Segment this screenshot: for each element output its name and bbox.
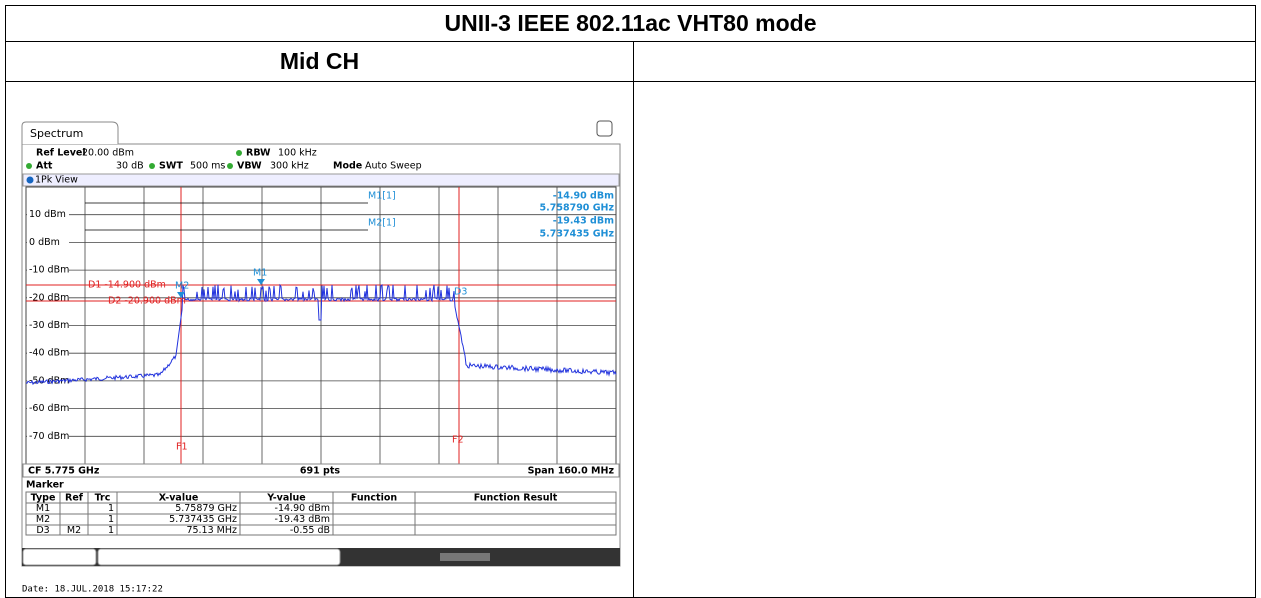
table-cell: M1 [36, 503, 50, 514]
table-header: Function [351, 493, 397, 504]
label-bg [27, 347, 69, 360]
label-bg [27, 319, 69, 332]
setting-value: 300 kHz [270, 161, 309, 172]
table-cell: 1 [108, 525, 114, 536]
table-header: Function Result [474, 493, 558, 504]
readout-name: M1[1] [368, 191, 396, 202]
table-cell: 5.737435 GHz [169, 514, 237, 525]
indicator [149, 163, 155, 169]
setting-label: Ref Level [36, 148, 86, 159]
marker-table: Type Ref Trc X-value Y-value Function Function… [25, 491, 617, 536]
footer-text: Span 160.0 MHz [528, 466, 615, 477]
table-cell: 1 [108, 503, 114, 514]
y-label: 0 dBm [29, 237, 60, 248]
table-header: Type [31, 493, 56, 504]
status-box [22, 548, 97, 566]
status-box [97, 548, 341, 566]
setting-value: 500 ms [190, 161, 225, 172]
marker-label: M1 [253, 268, 267, 279]
line-label: F2 [452, 435, 464, 446]
y-label: -20 dBm [29, 292, 69, 303]
y-label: -70 dBm [29, 431, 69, 442]
label-bg [27, 264, 69, 277]
marker-symbol [257, 279, 265, 285]
table-cell: D3 [36, 525, 49, 536]
marker-symbol [177, 292, 185, 298]
table-cell: -14.90 dBm [275, 503, 330, 514]
y-label: 10 dBm [29, 209, 66, 220]
tab [21, 121, 119, 144]
indicator [227, 163, 233, 169]
indicator [236, 150, 242, 156]
icon [596, 120, 613, 137]
footer-bar [22, 463, 620, 478]
indicator [26, 163, 32, 169]
setting-label: SWT [159, 161, 183, 172]
label-bg [27, 236, 69, 249]
y-label: -10 dBm [29, 265, 69, 276]
label-bg [27, 208, 69, 221]
footer-text: CF 5.775 GHz [28, 466, 100, 477]
setting-label: VBW [237, 161, 262, 172]
y-label: -50 dBm [29, 375, 69, 386]
y-label: -60 dBm [29, 403, 69, 414]
label-bg [27, 374, 69, 387]
tab-label: Spectrum [30, 127, 83, 140]
table-cell: 1 [108, 514, 114, 525]
view-bar [22, 173, 620, 187]
readout-level: -14.90 dBm [553, 191, 614, 202]
setting-label: RBW [246, 148, 271, 159]
progress [440, 553, 490, 561]
table-title: Marker [26, 480, 64, 491]
label-bg [27, 402, 69, 415]
line-label: F1 [176, 442, 188, 453]
table-header: Trc [95, 493, 111, 504]
table-header: Ref [65, 493, 84, 504]
setting-label: Att [36, 161, 53, 172]
table-header: Y-value [266, 493, 306, 504]
label-bg [27, 430, 69, 443]
table-cell: M2 [67, 525, 81, 536]
footer-text: 691 pts [300, 466, 340, 477]
y-label: -30 dBm [29, 320, 69, 331]
setting-value: 20.00 dBm [82, 148, 134, 159]
setting-label: Mode [333, 161, 362, 172]
table-cell: -0.55 dB [290, 525, 330, 536]
date: Date: 18.JUL.2018 15:17:22 [22, 585, 163, 595]
readout-level: -19.43 dBm [553, 216, 614, 227]
line-label: D1 -14.900 dBm [88, 280, 166, 291]
setting-value: 30 dB [116, 161, 144, 172]
line-label: D2 -20.900 dBm [108, 296, 186, 307]
table-cell: M2 [36, 514, 50, 525]
readout-name: M2[1] [368, 218, 396, 229]
indicator [26, 176, 34, 184]
readout-freq: 5.758790 GHz [540, 203, 615, 214]
setting-value: Auto Sweep [365, 161, 422, 172]
table-cell: -19.43 dBm [275, 514, 330, 525]
table-cell: 75.13 MHz [186, 525, 237, 536]
plot: 10 dBm 0 dBm -10 dBm -20 dBm -30 dBm -40 dBm -… [25, 186, 617, 465]
marker-label: M2 [175, 281, 189, 292]
readout-freq: 5.737435 GHz [540, 229, 615, 240]
marker-label: D3 [454, 287, 467, 298]
setting-value: 100 kHz [278, 148, 317, 159]
table-header: X-value [159, 493, 199, 504]
y-label: -40 dBm [29, 348, 69, 359]
trace [25, 283, 617, 386]
view-label: 1Pk View [35, 175, 78, 186]
table-cell: 5.75879 GHz [175, 503, 237, 514]
